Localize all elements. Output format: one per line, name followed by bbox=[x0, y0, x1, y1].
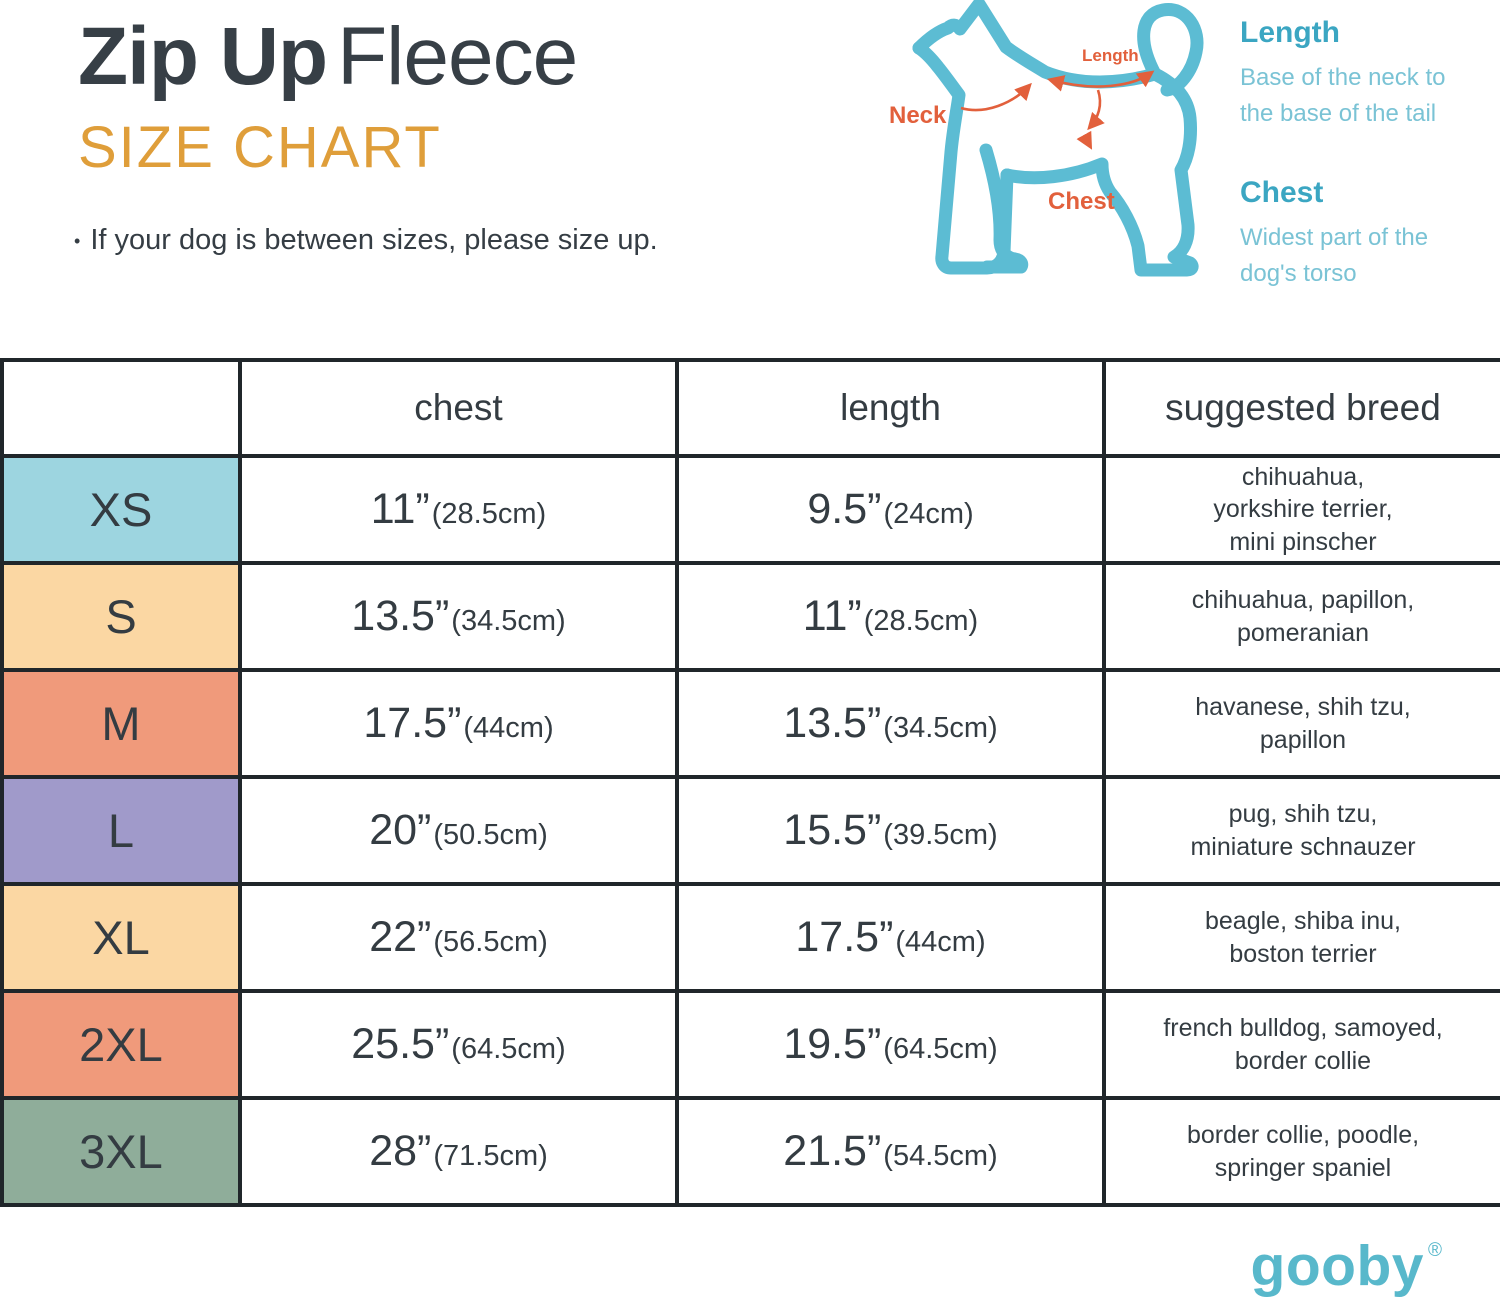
measurement-arrows bbox=[960, 70, 1155, 150]
registered-trademark-icon: ® bbox=[1428, 1240, 1442, 1261]
length-metric: (34.5cm) bbox=[883, 712, 998, 744]
neck-arrow bbox=[960, 82, 1032, 112]
size-badge: L bbox=[0, 775, 242, 886]
legend-chest-term: Chest bbox=[1240, 176, 1324, 209]
table-row: XS 11”(28.5cm) 9.5”(24cm) chihuahua, yor… bbox=[0, 454, 1500, 565]
breed-cell: border collie, poodle, springer spaniel bbox=[1102, 1096, 1500, 1207]
gooby-logo-text: gooby bbox=[1250, 1234, 1424, 1298]
chest-cell: 28”(71.5cm) bbox=[238, 1096, 679, 1207]
length-metric: (54.5cm) bbox=[883, 1140, 998, 1172]
chest-inches: 25.5” bbox=[351, 1020, 450, 1068]
title-product-name: Zip Up bbox=[78, 11, 328, 102]
header-size bbox=[0, 358, 242, 458]
dog-measurement-diagram: Neck Length Chest bbox=[845, 0, 1245, 300]
legend-length-item: Length Base of the neck to the base of t… bbox=[1240, 16, 1480, 132]
length-metric: (28.5cm) bbox=[863, 605, 979, 637]
length-inches: 15.5” bbox=[783, 806, 882, 854]
sizing-note: • If your dog is between sizes, please si… bbox=[74, 224, 658, 257]
table-row: 2XL 25.5”(64.5cm) 19.5”(64.5cm) french b… bbox=[0, 989, 1500, 1100]
title-block: Zip Up Fleece SIZE CHART bbox=[78, 11, 578, 181]
chest-inches: 13.5” bbox=[351, 592, 450, 640]
length-cell: 21.5”(54.5cm) bbox=[675, 1096, 1106, 1207]
chest-cell: 25.5”(64.5cm) bbox=[238, 989, 679, 1100]
chest-inches: 17.5” bbox=[363, 699, 462, 747]
page-title: Zip Up Fleece bbox=[78, 11, 578, 102]
chest-cell: 20”(50.5cm) bbox=[238, 775, 679, 886]
breed-cell: havanese, shih tzu, papillon bbox=[1102, 668, 1500, 779]
measurement-legend: Length Base of the neck to the base of t… bbox=[1240, 16, 1480, 292]
size-badge: 2XL bbox=[0, 989, 242, 1100]
length-metric: (44cm) bbox=[895, 926, 986, 958]
legend-length-desc: Base of the neck to the base of the tail bbox=[1240, 64, 1446, 127]
length-cell: 9.5”(24cm) bbox=[675, 454, 1106, 565]
dog-diagram-svg: Neck Length Chest bbox=[889, 0, 1204, 277]
chest-metric: (50.5cm) bbox=[433, 819, 548, 851]
chest-metric: (56.5cm) bbox=[433, 926, 548, 958]
length-metric: (24cm) bbox=[883, 498, 974, 530]
legend-chest-item: Chest Widest part of the dog's torso bbox=[1240, 176, 1480, 292]
breed-cell: french bulldog, samoyed, border collie bbox=[1102, 989, 1500, 1100]
chest-cell: 22”(56.5cm) bbox=[238, 882, 679, 993]
length-inches: 21.5” bbox=[783, 1127, 882, 1175]
breed-cell: pug, shih tzu, miniature schnauzer bbox=[1102, 775, 1500, 886]
chest-arrow bbox=[1087, 89, 1105, 131]
header-length: length bbox=[675, 358, 1106, 458]
length-cell: 19.5”(64.5cm) bbox=[675, 989, 1106, 1100]
chest-inches: 22” bbox=[369, 913, 432, 961]
table-row: 3XL 28”(71.5cm) 21.5”(54.5cm) border col… bbox=[0, 1096, 1500, 1207]
length-inches: 11” bbox=[802, 592, 862, 640]
length-cell: 13.5”(34.5cm) bbox=[675, 668, 1106, 779]
chest-cell: 17.5”(44cm) bbox=[238, 668, 679, 779]
legend-length-term: Length bbox=[1240, 16, 1340, 49]
chest-inches: 20” bbox=[369, 806, 432, 854]
size-badge: M bbox=[0, 668, 242, 779]
chest-arrow-tick bbox=[1076, 130, 1093, 150]
legend-chest-desc: Widest part of the dog's torso bbox=[1240, 224, 1429, 287]
title-product-type: Fleece bbox=[337, 11, 578, 102]
length-metric: (64.5cm) bbox=[883, 1033, 998, 1065]
breed-cell: chihuahua, papillon, pomeranian bbox=[1102, 561, 1500, 672]
neck-label: Neck bbox=[889, 102, 947, 129]
breed-cell: chihuahua, yorkshire terrier, mini pinsc… bbox=[1102, 454, 1500, 565]
length-label: Length bbox=[1082, 46, 1139, 65]
table-row: L 20”(50.5cm) 15.5”(39.5cm) pug, shih tz… bbox=[0, 775, 1500, 886]
length-cell: 15.5”(39.5cm) bbox=[675, 775, 1106, 886]
length-arrow bbox=[1046, 70, 1155, 92]
chest-inches: 11” bbox=[370, 485, 430, 533]
length-metric: (39.5cm) bbox=[883, 819, 998, 851]
chest-cell: 11”(28.5cm) bbox=[238, 454, 679, 565]
chest-label: Chest bbox=[1048, 188, 1115, 215]
table-row: S 13.5”(34.5cm) 11”(28.5cm) chihuahua, p… bbox=[0, 561, 1500, 672]
chest-metric: (64.5cm) bbox=[451, 1033, 566, 1065]
size-table: chest length suggested breed XS 11”(28.5… bbox=[0, 358, 1500, 1207]
note-bullet: • bbox=[74, 230, 81, 251]
length-inches: 17.5” bbox=[795, 913, 894, 961]
length-inches: 19.5” bbox=[783, 1020, 882, 1068]
note-text: If your dog is between sizes, please siz… bbox=[90, 224, 658, 256]
size-badge: XS bbox=[0, 454, 242, 565]
size-badge: 3XL bbox=[0, 1096, 242, 1207]
header-chest: chest bbox=[238, 358, 679, 458]
chest-metric: (28.5cm) bbox=[431, 498, 547, 530]
table-row: M 17.5”(44cm) 13.5”(34.5cm) havanese, sh… bbox=[0, 668, 1500, 779]
length-inches: 9.5” bbox=[807, 485, 882, 533]
brand-logo: gooby ® bbox=[1251, 1238, 1442, 1295]
size-badge: XL bbox=[0, 882, 242, 993]
length-cell: 17.5”(44cm) bbox=[675, 882, 1106, 993]
table-header-row: chest length suggested breed bbox=[0, 358, 1500, 458]
length-inches: 13.5” bbox=[783, 699, 882, 747]
chest-inches: 28” bbox=[369, 1127, 432, 1175]
dog-outline-icon bbox=[912, 0, 1204, 277]
chest-cell: 13.5”(34.5cm) bbox=[238, 561, 679, 672]
table-row: XL 22”(56.5cm) 17.5”(44cm) beagle, shiba… bbox=[0, 882, 1500, 993]
length-cell: 11”(28.5cm) bbox=[675, 561, 1106, 672]
chest-metric: (71.5cm) bbox=[433, 1140, 548, 1172]
breed-cell: beagle, shiba inu, boston terrier bbox=[1102, 882, 1500, 993]
header-breed: suggested breed bbox=[1102, 358, 1500, 458]
size-chart-subtitle: SIZE CHART bbox=[78, 115, 442, 181]
size-badge: S bbox=[0, 561, 242, 672]
chest-metric: (34.5cm) bbox=[451, 605, 566, 637]
chest-metric: (44cm) bbox=[463, 712, 554, 744]
